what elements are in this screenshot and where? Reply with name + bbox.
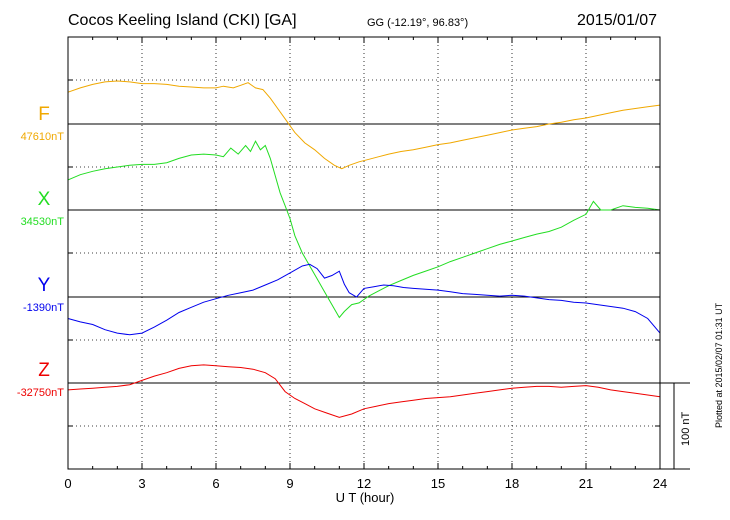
series-line-z — [67, 364, 661, 418]
component-baseline-x: 34530nT — [20, 216, 64, 228]
x-axis-label: U T (hour) — [335, 490, 395, 505]
component-baseline-y: -1390nT — [23, 302, 64, 314]
x-tick-label: 0 — [64, 476, 71, 491]
component-label-z: Z — [38, 360, 50, 381]
x-tick-label: 24 — [653, 476, 667, 491]
component-label-x: X — [37, 189, 51, 210]
x-tick-label: 12 — [357, 476, 371, 491]
x-tick-label: 6 — [212, 476, 219, 491]
component-baseline-f: 47610nT — [20, 131, 64, 143]
chart-title: Cocos Keeling Island (CKI) [GA] — [68, 12, 297, 29]
scale-bar-label: 100 nT — [680, 411, 692, 446]
chart-date: 2015/01/07 — [577, 12, 658, 29]
station-coordinates: GG (-12.19°, 96.83°) — [367, 17, 469, 29]
component-label-f: F — [38, 104, 50, 125]
series-line-x — [67, 140, 661, 319]
series-line-y — [67, 263, 661, 336]
plotted-timestamp: Plotted at 2015/02/07 01:31 UT — [714, 302, 724, 428]
x-tick-label: 9 — [286, 476, 293, 491]
x-tick-label: 21 — [579, 476, 593, 491]
x-tick-label: 18 — [505, 476, 519, 491]
series-line-f — [67, 80, 661, 170]
component-baseline-z: -32750nT — [16, 387, 64, 399]
x-tick-label: 15 — [431, 476, 445, 491]
x-tick-label: 3 — [138, 476, 145, 491]
component-label-y: Y — [37, 275, 51, 296]
